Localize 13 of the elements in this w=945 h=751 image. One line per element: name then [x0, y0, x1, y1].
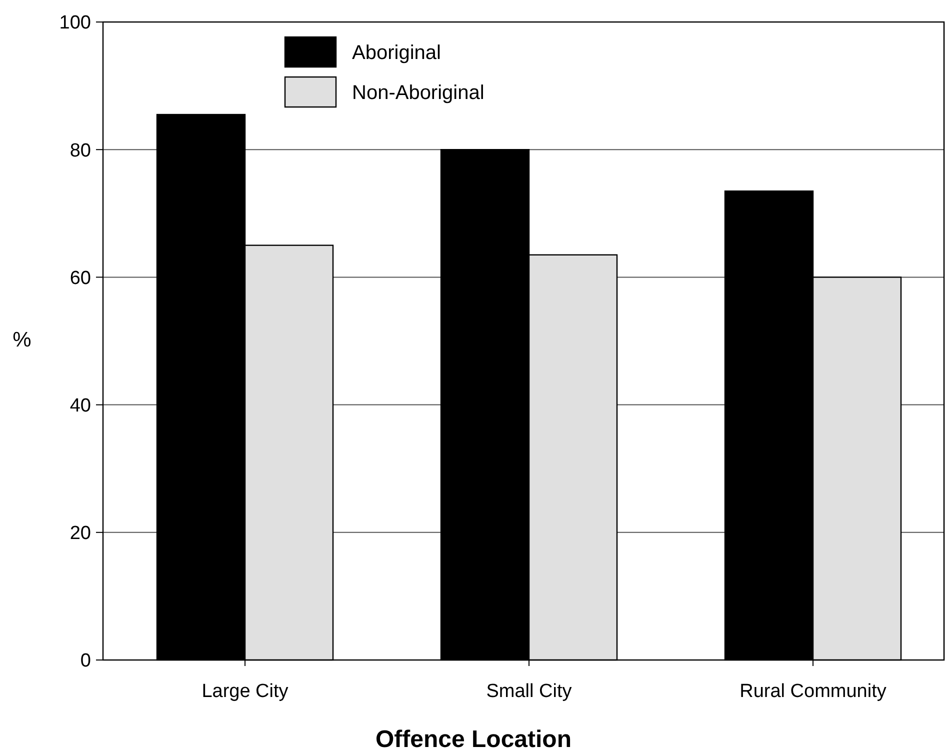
- y-tick-label: 40: [70, 395, 91, 416]
- y-axis-title: %: [12, 328, 32, 352]
- y-tick-label: 0: [80, 650, 91, 672]
- x-axis-title: Offence Location: [375, 726, 572, 751]
- y-tick-label: 60: [70, 268, 91, 289]
- legend-label: Non-Aboriginal: [352, 82, 484, 104]
- x-tick-label: Large City: [202, 681, 289, 702]
- legend-label: Aboriginal: [352, 42, 441, 64]
- y-tick-label: 80: [70, 140, 91, 162]
- y-tick-label: 100: [59, 12, 91, 34]
- x-tick-label: Small City: [486, 681, 572, 702]
- y-tick-label: 20: [70, 523, 91, 544]
- x-tick-label: Rural Community: [740, 681, 887, 702]
